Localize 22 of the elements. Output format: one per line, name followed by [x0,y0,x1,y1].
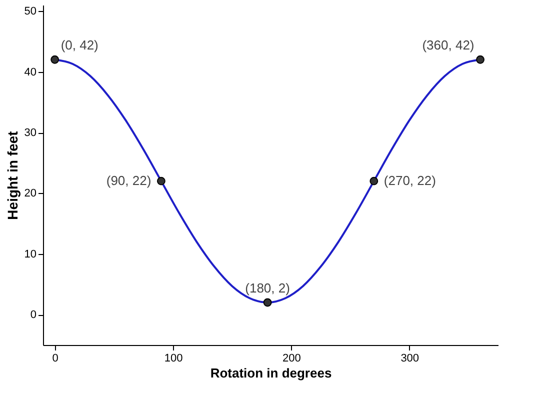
x-tick-label: 200 [282,352,301,364]
point [263,298,272,307]
x-tick-label: 100 [164,352,183,364]
point [156,176,166,186]
x-axis-title: Rotation in degrees [210,366,332,380]
y-tick-label: 10 [24,248,36,260]
y-tick-label: 30 [24,127,36,139]
y-axis-title: Height in feet [4,130,20,220]
y-tick-label: 50 [24,6,36,18]
y-tick-label: 40 [24,66,36,78]
annotation: (180, 2) [245,280,290,296]
x-tick-label: 300 [400,352,420,364]
y-tick-label: 0 [30,309,36,322]
annotation: (0, 42) [60,38,98,53]
annotation: (360, 42) [422,38,474,53]
annotation: (270, 22) [384,173,436,188]
point [50,55,60,64]
annotation: (90, 22) [106,173,152,188]
point [370,176,378,186]
point [476,55,484,64]
x-tick-label: 0 [52,352,58,364]
y-tick-label: 20 [24,188,36,200]
